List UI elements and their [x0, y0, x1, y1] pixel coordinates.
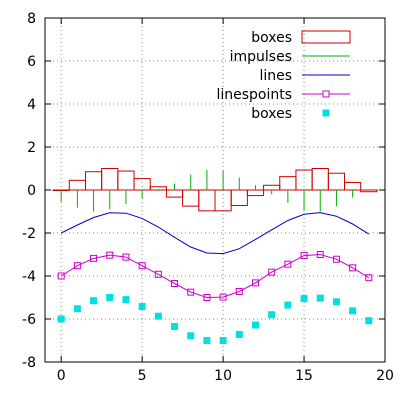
plot-area	[52, 168, 378, 344]
data-point	[365, 274, 373, 282]
x-tick-label: 0	[57, 368, 66, 384]
box-bar	[182, 189, 200, 207]
legend-label: linespoints	[216, 87, 292, 103]
data-point	[138, 262, 146, 270]
y-tick-label: 0	[27, 183, 36, 199]
data-point	[106, 294, 114, 301]
y-tick-label: 8	[27, 11, 36, 27]
data-point	[235, 330, 243, 338]
y-tick-label: 4	[27, 97, 36, 113]
legend-marker	[322, 90, 330, 98]
box-bar	[279, 176, 297, 191]
series-4	[57, 294, 373, 344]
data-point	[300, 252, 308, 260]
data-point	[106, 251, 114, 259]
box-bar	[84, 171, 103, 191]
legend-swatch	[322, 109, 330, 117]
box-bar	[230, 189, 248, 206]
series-2	[60, 212, 370, 255]
data-point	[203, 337, 211, 344]
legend-label: boxes	[251, 106, 292, 122]
box-bar	[198, 189, 216, 212]
data-point	[73, 305, 81, 313]
data-point	[154, 270, 162, 278]
data-point	[349, 264, 357, 272]
data-point	[300, 295, 308, 303]
legend-label: impulses	[230, 49, 292, 65]
data-point	[90, 254, 98, 262]
data-point	[235, 287, 243, 295]
x-tick-label: 20	[376, 368, 394, 384]
box-bar	[68, 179, 86, 191]
data-point	[251, 279, 259, 287]
legend-label: boxes	[251, 30, 292, 46]
axes: 0 5 10 15 20 -8 -6 -4 -2 0 2 4 6 8	[22, 11, 394, 384]
box-bar	[263, 184, 281, 191]
box-bar	[101, 168, 119, 191]
series-0	[52, 168, 378, 212]
data-point	[138, 303, 146, 311]
data-point	[219, 293, 227, 301]
box-bar	[327, 172, 346, 191]
data-point	[365, 317, 373, 325]
x-tick-label: 10	[214, 368, 232, 384]
data-point	[57, 315, 65, 323]
y-tick-label: -2	[22, 226, 36, 242]
data-point	[316, 294, 324, 302]
data-point	[268, 311, 276, 319]
data-point	[57, 272, 65, 280]
data-point	[187, 288, 195, 296]
box-bar	[133, 178, 151, 191]
box-bar	[344, 181, 362, 191]
data-point	[316, 251, 324, 258]
legend: boxes impulses lines linespoints boxes	[216, 30, 351, 122]
box-bar	[311, 168, 329, 191]
data-point	[171, 323, 179, 331]
data-point	[187, 332, 195, 340]
data-point	[171, 280, 179, 288]
data-point	[90, 297, 98, 305]
data-point	[122, 296, 130, 304]
data-point	[332, 255, 340, 263]
data-point	[332, 298, 340, 306]
x-tick-label: 15	[295, 368, 313, 384]
data-point	[122, 253, 130, 261]
legend-swatch	[301, 30, 351, 44]
data-point	[268, 268, 276, 276]
data-point	[251, 321, 259, 329]
data-point	[73, 262, 81, 270]
box-bar	[246, 189, 265, 197]
y-tick-label: -4	[22, 269, 36, 285]
x-tick-label: 5	[138, 368, 147, 384]
series-3	[57, 251, 373, 301]
box-bar	[360, 189, 378, 193]
data-point	[349, 307, 357, 315]
box-bar	[117, 170, 135, 191]
box-bar	[214, 189, 232, 212]
box-bar	[149, 186, 167, 191]
box-bar	[295, 169, 313, 191]
series-1	[60, 170, 354, 212]
legend-label: lines	[259, 68, 292, 84]
y-tick-label: 6	[27, 54, 36, 70]
box-bar	[165, 189, 184, 198]
y-tick-label: 2	[27, 140, 36, 156]
series-line	[60, 253, 370, 299]
y-tick-label: -6	[22, 312, 36, 328]
y-tick-label: -8	[22, 355, 36, 371]
data-point	[284, 301, 292, 309]
data-point	[154, 312, 162, 320]
series-line	[60, 212, 370, 255]
data-point	[284, 260, 292, 268]
data-point	[203, 294, 211, 301]
data-point	[219, 337, 227, 344]
